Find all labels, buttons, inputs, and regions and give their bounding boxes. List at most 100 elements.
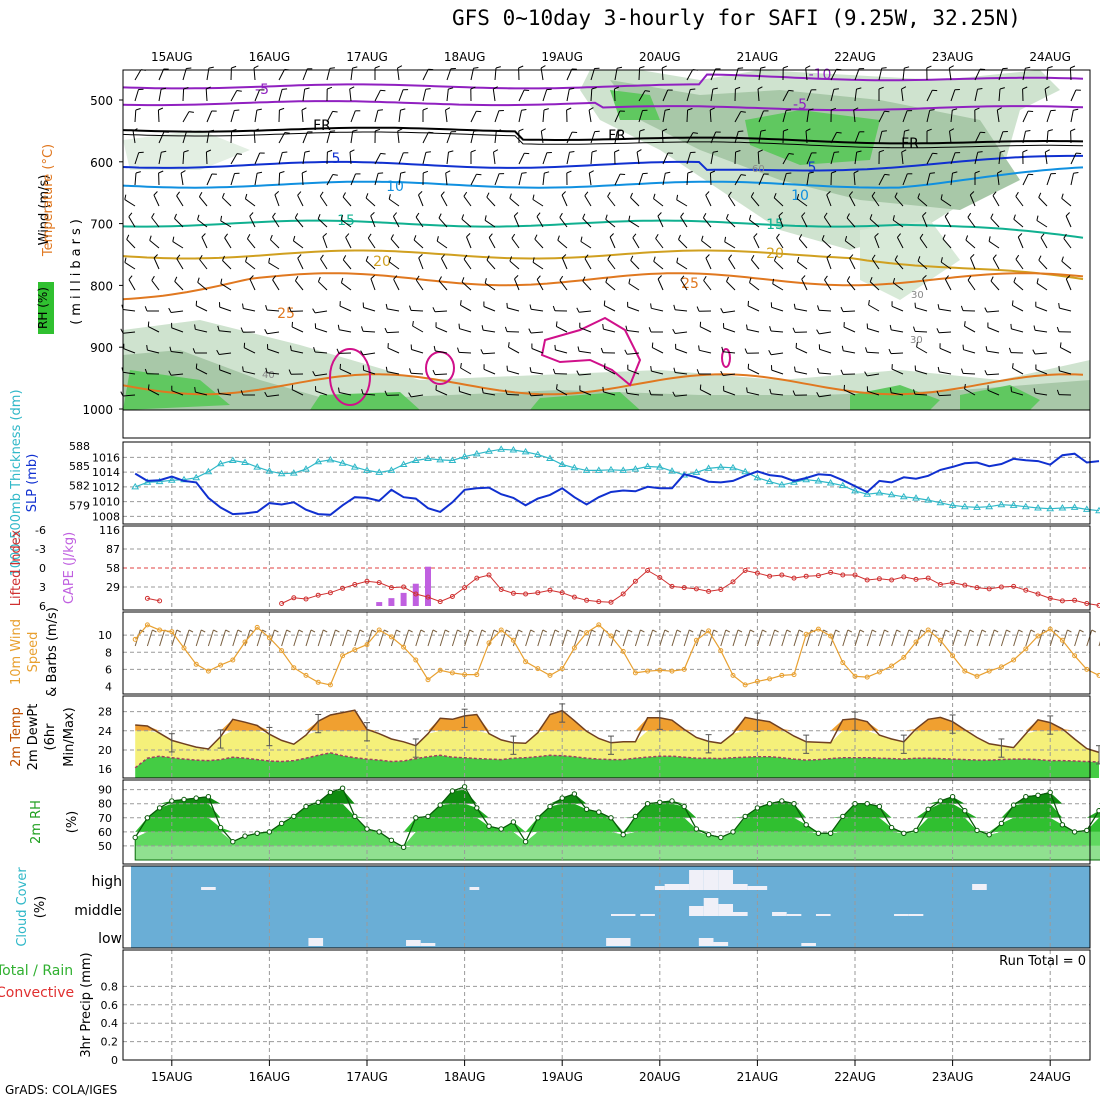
cloud-level-low: low [98,931,122,947]
wind-barb [991,218,999,227]
wind-barb [231,111,234,123]
wind-barb-feather [448,88,453,89]
wind-barb [772,370,783,374]
wind-barb [129,217,135,227]
wind-barb [658,279,663,290]
wind-barb-feather [464,192,467,196]
rh-point [816,831,820,835]
wind10m-barb-feather [689,630,693,632]
wind-barb-feather [608,192,611,196]
wind10m-barb [294,630,299,646]
wind-barb-feather [553,306,555,311]
wind-barb-feather [380,90,385,91]
wind-barb [754,237,759,248]
rh-point [414,816,418,820]
li-tick-label: 0 [39,562,46,575]
wind10m-barb [196,630,201,646]
wind-tick-label: 8 [105,646,112,659]
rh-band [135,832,1100,846]
wind-barb [987,311,999,312]
wind-barb-feather [679,235,681,240]
wind-barb-feather [738,68,743,69]
wind-barb [819,310,831,311]
wind-barb-feather [318,214,320,219]
wind-barb-feather [198,278,200,283]
ylabel-convective: Convective [0,985,74,1001]
wind-barb [279,69,285,80]
wind-barb [375,173,378,185]
wind-barb [939,395,951,396]
wind-barb-feather [285,133,290,134]
wind-barb-feather [482,325,483,330]
rh-contour-label: 30 [910,335,923,346]
wind-barb [585,196,591,206]
rh-point [755,806,759,810]
wind-barb-feather [1059,366,1060,371]
rh-point [987,833,991,837]
rh-point [304,804,308,808]
wind-barb-feather [649,327,651,332]
wind-barb [270,240,279,248]
wind-barb [1037,221,1047,228]
wind-barb-feather [186,68,191,69]
wind-barb [464,196,471,206]
wind-barb [327,175,333,186]
wind-barb [1039,260,1047,269]
wind-barb [343,197,351,206]
wind-barb-feather [509,342,510,347]
wind10m-barb-feather [518,630,522,632]
wind-barb [533,200,543,207]
wind-barb-feather [320,192,323,196]
wind-barb [891,330,903,332]
wind-barb-feather [560,276,563,280]
run-total-label: Run Total = 0 [999,954,1086,969]
wind-barb [868,329,880,333]
wind10m-barb-feather [1080,630,1084,632]
wind-barb-feather [656,234,659,238]
wind-barb [199,197,207,206]
wind-barb-feather [169,308,171,312]
wind-barb [181,173,183,185]
wind10m-barb-feather [457,630,461,632]
wind10m-barb [904,630,909,646]
wind-barb-feather [834,89,839,90]
wind-barb-feather [1009,348,1011,353]
rh-point [853,802,857,806]
wind-barb [419,195,424,206]
wind-barb-feather [159,171,164,173]
wind-barb [633,238,639,248]
date-label-top: 16AUG [249,50,291,64]
wind10m-barb [355,630,360,646]
wind-barb [414,240,423,248]
li-tick-label: -3 [35,543,46,556]
wind-barb [509,347,520,353]
wind-barb [917,347,927,353]
cloud-cell-low [308,938,323,946]
wind-barb-feather [1059,303,1060,308]
wind10m-barb-feather [299,630,303,632]
wind-barb [246,262,256,269]
wind-barb [915,331,927,332]
cloud-cell-high [718,870,733,890]
wind-barb [394,279,399,290]
wind-barb [727,282,736,291]
wind10m-barb [330,630,335,646]
wind-barb [255,110,257,122]
date-label-bottom: 17AUG [346,1070,388,1084]
wind-barb [1066,216,1071,227]
wind-barb [207,111,212,122]
wind-barb [495,174,499,185]
wind-barb-feather [985,370,987,375]
wind10m-barb [233,630,238,646]
wind-barb [1059,308,1071,311]
rh-point [438,803,442,807]
wind-barb-feather [1016,255,1019,259]
wind-barb-feather [585,192,588,196]
wind-barb-feather [654,194,656,199]
wind-barb [583,281,591,290]
date-label-top: 18AUG [444,50,486,64]
wind-barb-feather [706,255,710,259]
wind-barb-feather [553,369,555,374]
wind10m-barb-feather [738,630,742,632]
wind-barb-feather [932,153,937,154]
